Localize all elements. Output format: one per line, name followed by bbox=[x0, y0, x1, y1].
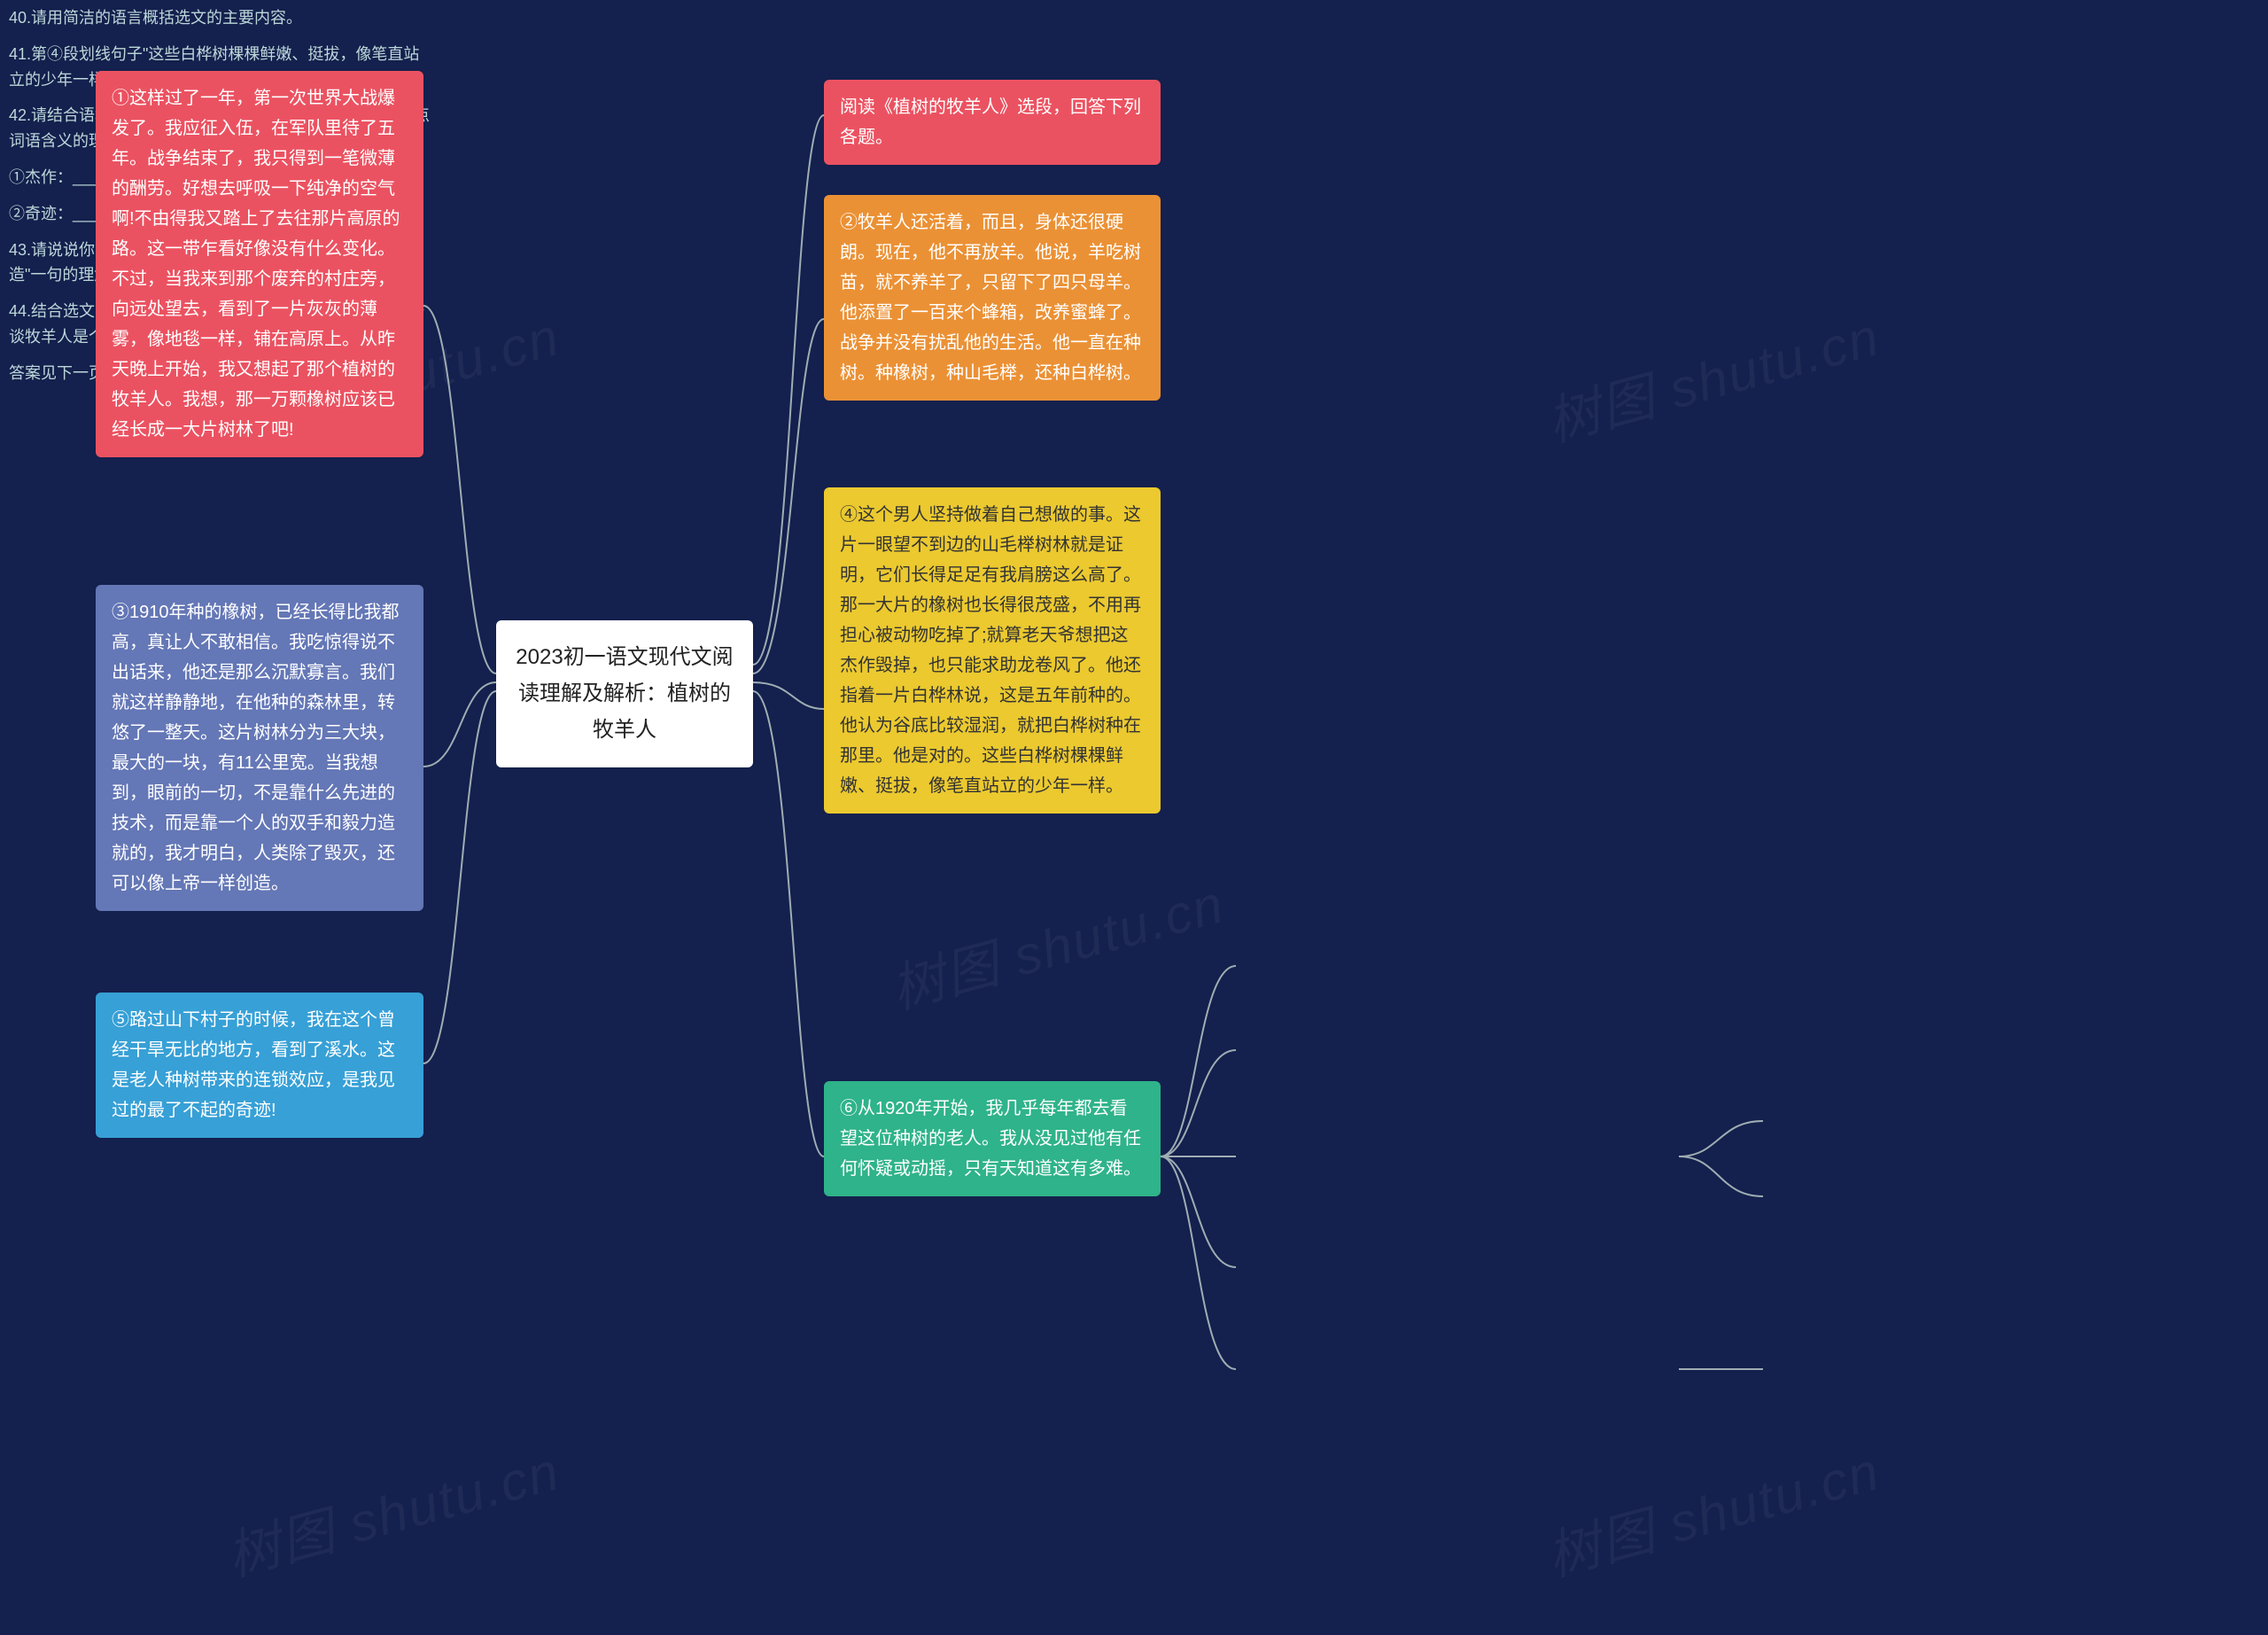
left-node-2[interactable]: ③1910年种的橡树，已经长得比我都高，真让人不敢相信。我吃惊得说不出话来，他还… bbox=[96, 585, 423, 911]
right-node-1[interactable]: 阅读《植树的牧羊人》选段，回答下列各题。 bbox=[824, 80, 1161, 165]
right-node-2[interactable]: ②牧羊人还活着，而且，身体还很硬朗。现在，他不再放羊。他说，羊吃树苗，就不养羊了… bbox=[824, 195, 1161, 401]
left-node-3[interactable]: ⑤路过山下村子的时候，我在这个曾经干旱无比的地方，看到了溪水。这是老人种树带来的… bbox=[96, 993, 423, 1138]
center-node[interactable]: 2023初一语文现代文阅读理解及解析：植树的牧羊人 bbox=[496, 620, 753, 767]
watermark: 树图 shutu.cn bbox=[1537, 1429, 1887, 1592]
right-node-4[interactable]: ⑥从1920年开始，我几乎每年都去看望这位种树的老人。我从没见过他有任何怀疑或动… bbox=[824, 1081, 1161, 1196]
watermark: 树图 shutu.cn bbox=[217, 1429, 567, 1592]
watermark: 树图 shutu.cn bbox=[882, 861, 1231, 1024]
right-node-3[interactable]: ④这个男人坚持做着自己想做的事。这片一眼望不到边的山毛榉树林就是证明，它们长得足… bbox=[824, 487, 1161, 814]
left-node-1[interactable]: ①这样过了一年，第一次世界大战爆发了。我应征入伍，在军队里待了五年。战争结束了，… bbox=[96, 71, 423, 457]
watermark: 树图 shutu.cn bbox=[1537, 294, 1887, 457]
question-40[interactable]: 40.请用简洁的语言概括选文的主要内容。 bbox=[0, 0, 443, 36]
